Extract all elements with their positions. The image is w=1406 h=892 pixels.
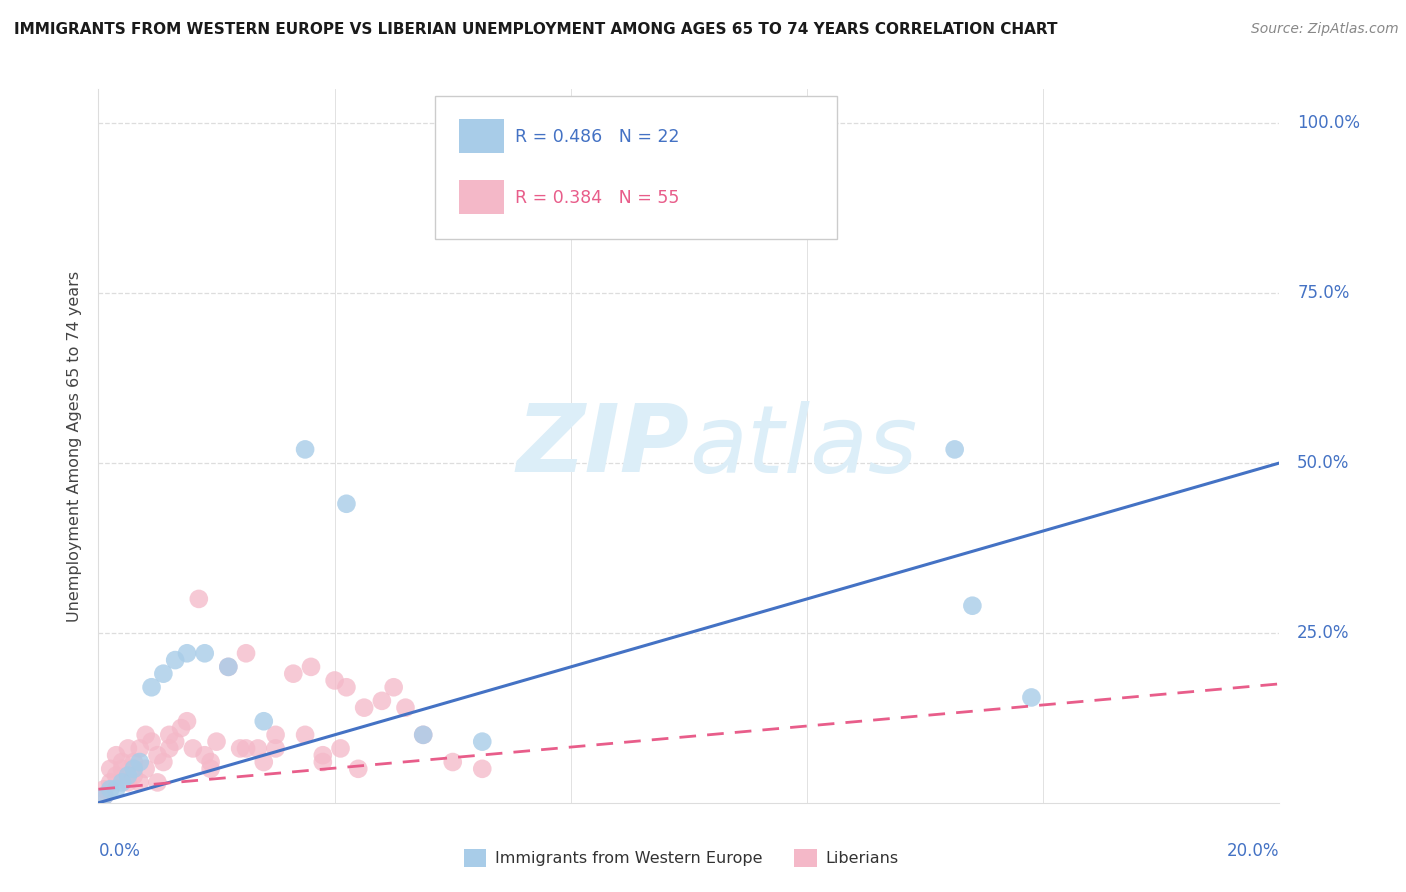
Text: atlas: atlas	[689, 401, 917, 491]
Point	[235, 646, 257, 660]
Point	[157, 728, 180, 742]
Point	[170, 721, 193, 735]
Text: 25.0%: 25.0%	[1298, 624, 1350, 642]
Point	[253, 755, 276, 769]
FancyBboxPatch shape	[434, 96, 837, 239]
Point	[128, 755, 150, 769]
Point	[152, 755, 174, 769]
Point	[235, 741, 257, 756]
Point	[146, 748, 169, 763]
Point	[471, 734, 494, 748]
Point	[264, 728, 287, 742]
Text: 20.0%: 20.0%	[1227, 842, 1279, 860]
Point	[93, 782, 115, 797]
Point	[181, 741, 204, 756]
Text: 75.0%: 75.0%	[1298, 284, 1350, 302]
Point	[312, 748, 335, 763]
Point	[157, 741, 180, 756]
Point	[205, 734, 228, 748]
Point	[1021, 690, 1043, 705]
Point	[93, 789, 115, 803]
Point	[253, 714, 276, 729]
Point	[122, 755, 145, 769]
Point	[519, 116, 541, 130]
Point	[394, 700, 416, 714]
Point	[382, 680, 405, 694]
Point	[122, 762, 145, 776]
Text: ZIP: ZIP	[516, 400, 689, 492]
Point	[294, 442, 316, 457]
Point	[412, 728, 434, 742]
Point	[128, 775, 150, 789]
Point	[194, 646, 217, 660]
Point	[165, 653, 187, 667]
Text: R = 0.486   N = 22: R = 0.486 N = 22	[516, 128, 681, 146]
Point	[111, 762, 134, 776]
Point	[943, 442, 966, 457]
Point	[117, 741, 139, 756]
Point	[135, 762, 157, 776]
Text: 100.0%: 100.0%	[1298, 114, 1360, 132]
Point	[111, 775, 134, 789]
Point	[294, 728, 316, 742]
Point	[176, 714, 198, 729]
Point	[176, 646, 198, 660]
Point	[141, 680, 163, 694]
Point	[93, 789, 115, 803]
Point	[217, 660, 239, 674]
Bar	[458, 120, 503, 153]
Text: Source: ZipAtlas.com: Source: ZipAtlas.com	[1251, 22, 1399, 37]
Point	[283, 666, 305, 681]
Point	[105, 782, 128, 797]
Point	[98, 782, 121, 797]
Text: 0.0%: 0.0%	[98, 842, 141, 860]
Point	[229, 741, 252, 756]
Point	[105, 769, 128, 783]
Text: Liberians: Liberians	[825, 851, 898, 865]
Point	[98, 775, 121, 789]
Point	[323, 673, 346, 688]
Text: IMMIGRANTS FROM WESTERN EUROPE VS LIBERIAN UNEMPLOYMENT AMONG AGES 65 TO 74 YEAR: IMMIGRANTS FROM WESTERN EUROPE VS LIBERI…	[14, 22, 1057, 37]
Text: Immigrants from Western Europe: Immigrants from Western Europe	[495, 851, 762, 865]
Point	[105, 748, 128, 763]
Point	[200, 755, 222, 769]
Point	[299, 660, 322, 674]
Point	[117, 769, 139, 783]
Bar	[458, 180, 503, 214]
Point	[471, 762, 494, 776]
Point	[353, 700, 375, 714]
Point	[246, 741, 269, 756]
Point	[152, 666, 174, 681]
Point	[128, 741, 150, 756]
Point	[412, 728, 434, 742]
Point	[141, 734, 163, 748]
Point	[264, 741, 287, 756]
Point	[111, 755, 134, 769]
Point	[98, 762, 121, 776]
Point	[117, 775, 139, 789]
Point	[122, 769, 145, 783]
Point	[200, 762, 222, 776]
Point	[187, 591, 209, 606]
Point	[335, 497, 357, 511]
Point	[135, 728, 157, 742]
Point	[441, 755, 464, 769]
Point	[335, 680, 357, 694]
Point	[962, 599, 984, 613]
Point	[165, 734, 187, 748]
Point	[312, 755, 335, 769]
Point	[146, 775, 169, 789]
Point	[194, 748, 217, 763]
Point	[217, 660, 239, 674]
Y-axis label: Unemployment Among Ages 65 to 74 years: Unemployment Among Ages 65 to 74 years	[67, 270, 83, 622]
Text: 50.0%: 50.0%	[1298, 454, 1350, 472]
Point	[347, 762, 370, 776]
Point	[371, 694, 394, 708]
Text: R = 0.384   N = 55: R = 0.384 N = 55	[516, 189, 679, 207]
Point	[329, 741, 352, 756]
